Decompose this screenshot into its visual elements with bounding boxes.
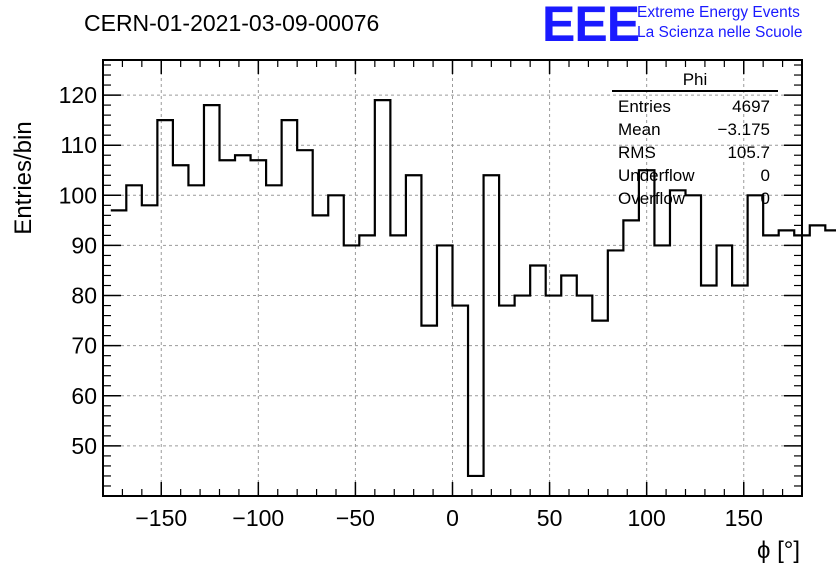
x-tick-label: 50 (537, 505, 563, 531)
stats-value: −3.175 (717, 120, 770, 139)
x-tick-label: 100 (627, 505, 665, 531)
page-title: CERN-01-2021-03-09-00076 (84, 10, 380, 36)
y-tick-label: 110 (60, 132, 97, 158)
stats-value: 4697 (732, 97, 770, 116)
y-tick-label: 80 (71, 283, 97, 309)
y-tick-label: 100 (59, 182, 97, 208)
stats-value: 0 (760, 189, 770, 208)
y-tick-label: 70 (71, 333, 97, 359)
stats-label: RMS (618, 143, 656, 162)
stats-title: Phi (612, 70, 778, 92)
stats-label: Entries (618, 97, 671, 116)
x-tick-label: 0 (446, 505, 459, 531)
stats-row: Entries 4697 (612, 95, 778, 118)
histogram-step-line (110, 98, 836, 478)
y-tick-label: 60 (71, 383, 97, 409)
logo-caption-line2: La Scienza nelle Scuole (637, 24, 803, 41)
x-tick-label: 150 (725, 505, 763, 531)
x-tick-label: −100 (232, 505, 284, 531)
stats-row: Overflow 0 (612, 187, 778, 210)
stats-box: Phi Entries 4697 Mean −3.175 RMS 105.7 Unde… (612, 70, 778, 210)
stats-label: Mean (618, 120, 661, 139)
stats-label: Underflow (618, 166, 695, 185)
stats-value: 105.7 (727, 143, 770, 162)
x-axis-label: ϕ [°] (757, 537, 800, 564)
logo-caption-line1: Extreme Energy Events (637, 4, 800, 21)
tick-labels: −150 −100 −50 0 50 100 150 50 60 70 80 90 100 110 120 (59, 82, 763, 531)
stats-row: RMS 105.7 (612, 141, 778, 164)
y-tick-label: 90 (71, 232, 97, 258)
stats-value: 0 (760, 166, 770, 185)
axis-ticks (103, 60, 802, 496)
x-tick-label: −150 (135, 505, 187, 531)
y-axis-label: Entries/bin (10, 121, 37, 234)
stats-label: Overflow (618, 189, 686, 208)
logo-caption: Extreme Energy Events La Scienza nelle S… (637, 3, 802, 43)
eee-logo: EEE (542, 0, 640, 52)
grid-lines (103, 60, 802, 496)
y-tick-label: 120 (59, 82, 97, 108)
stats-row: Mean −3.175 (612, 118, 778, 141)
stats-row: Underflow 0 (612, 164, 778, 187)
x-tick-label: −50 (336, 505, 375, 531)
y-tick-label: 50 (71, 433, 97, 459)
